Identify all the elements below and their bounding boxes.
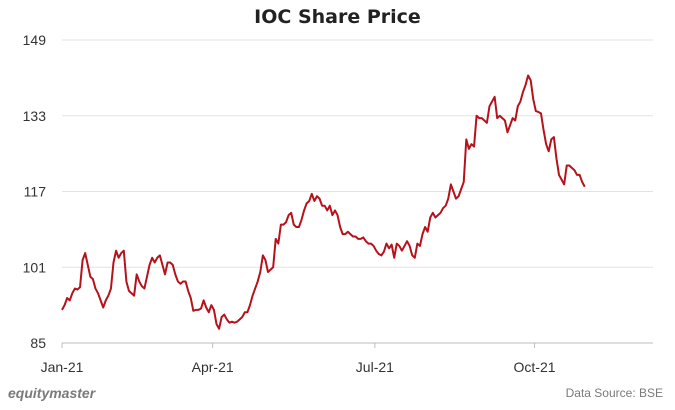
x-tick-label: Jan-21 bbox=[41, 359, 84, 375]
y-tick-label: 149 bbox=[23, 32, 47, 48]
data-source-label: Data Source: BSE bbox=[565, 386, 663, 400]
y-tick-label: 101 bbox=[23, 259, 47, 275]
x-axis-ticks: Jan-21 Apr-21 Jul-21 Oct-21 bbox=[41, 343, 556, 375]
y-tick-label: 133 bbox=[23, 108, 47, 124]
x-tick-label: Apr-21 bbox=[192, 359, 234, 375]
x-tick-label: Oct-21 bbox=[514, 359, 556, 375]
gridlines bbox=[62, 39, 653, 268]
chart-title: IOC Share Price bbox=[254, 6, 421, 28]
x-tick-label: Jul-21 bbox=[356, 359, 394, 375]
y-tick-label: 117 bbox=[24, 184, 47, 200]
brand-logo-text: equitymaster bbox=[8, 385, 96, 401]
y-tick-label: 85 bbox=[30, 335, 46, 351]
price-series-line bbox=[61, 74, 586, 330]
y-axis-ticks: 85 101 117 133 149 bbox=[23, 32, 47, 351]
